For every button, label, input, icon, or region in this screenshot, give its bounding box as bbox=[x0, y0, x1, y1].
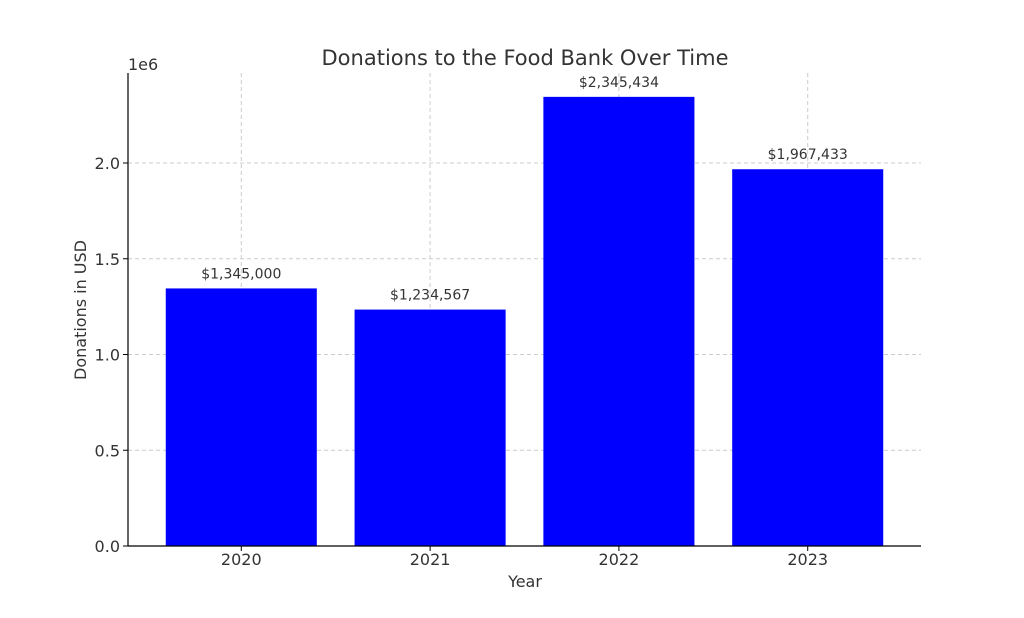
data-label: $1,345,000 bbox=[201, 266, 281, 282]
y-tick-label: 0.0 bbox=[95, 537, 120, 556]
x-tick-label: 2023 bbox=[787, 550, 828, 569]
data-label: $2,345,434 bbox=[579, 75, 659, 91]
y-axis-offset-label: 1e6 bbox=[128, 55, 158, 74]
y-tick-label: 0.5 bbox=[95, 441, 120, 460]
y-tick-label: 1.0 bbox=[95, 346, 120, 365]
y-axis-label: Donations in USD bbox=[71, 240, 90, 380]
chart-title: Donations to the Food Bank Over Time bbox=[322, 46, 729, 70]
x-tick-label: 2020 bbox=[221, 550, 262, 569]
bar-layer bbox=[165, 96, 884, 547]
axis-layer bbox=[123, 73, 921, 551]
label-layer: 0.0 0.5 1.0 1.5 2.0 2020 $1,345,000 2021 $1,234,… bbox=[95, 75, 848, 569]
data-label: $1,967,433 bbox=[768, 147, 848, 163]
x-tick-label: 2021 bbox=[410, 550, 451, 569]
data-label: $1,234,567 bbox=[390, 288, 470, 304]
x-axis-label: Year bbox=[507, 572, 542, 591]
y-tick-label: 1.5 bbox=[95, 250, 120, 269]
bar bbox=[543, 96, 695, 547]
bar bbox=[165, 288, 317, 546]
bar bbox=[732, 169, 884, 546]
x-tick-label: 2022 bbox=[599, 550, 640, 569]
y-tick-label: 2.0 bbox=[95, 154, 120, 173]
bar bbox=[354, 309, 506, 546]
